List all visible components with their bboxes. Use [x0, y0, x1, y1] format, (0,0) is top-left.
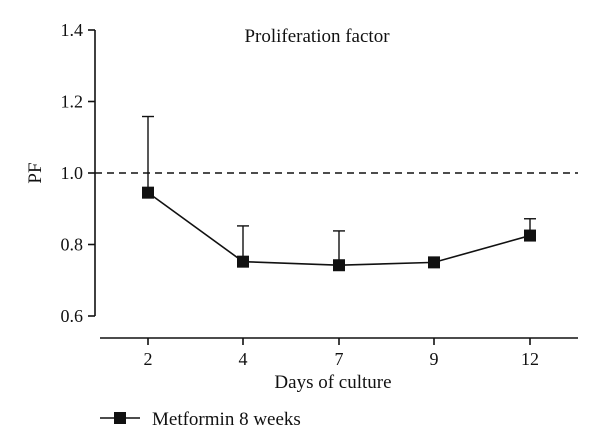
y-axis-label: PF: [25, 162, 46, 183]
y-tick-label: 1.0: [61, 163, 84, 183]
data-point: [524, 229, 536, 242]
data-point: [333, 259, 345, 272]
legend-label: Metformin 8 weeks: [152, 409, 301, 430]
data-point: [428, 256, 440, 269]
x-tick-label: 2: [144, 349, 153, 369]
data-point: [237, 255, 249, 268]
x-tick-label: 7: [335, 349, 344, 369]
y-tick-label: 0.6: [61, 306, 84, 326]
x-axis-label: Days of culture: [274, 372, 391, 393]
x-tick-label: 12: [521, 349, 539, 369]
data-point: [142, 186, 154, 199]
y-tick-label: 1.2: [61, 92, 84, 112]
y-tick-label: 0.8: [61, 235, 84, 255]
y-tick-label: 1.4: [61, 20, 84, 40]
legend: Metformin 8 weeks: [100, 409, 301, 430]
x-tick-label: 4: [239, 349, 248, 369]
legend-marker: [114, 412, 126, 424]
chart-title: Proliferation factor: [244, 26, 390, 47]
x-tick-label: 9: [430, 349, 439, 369]
